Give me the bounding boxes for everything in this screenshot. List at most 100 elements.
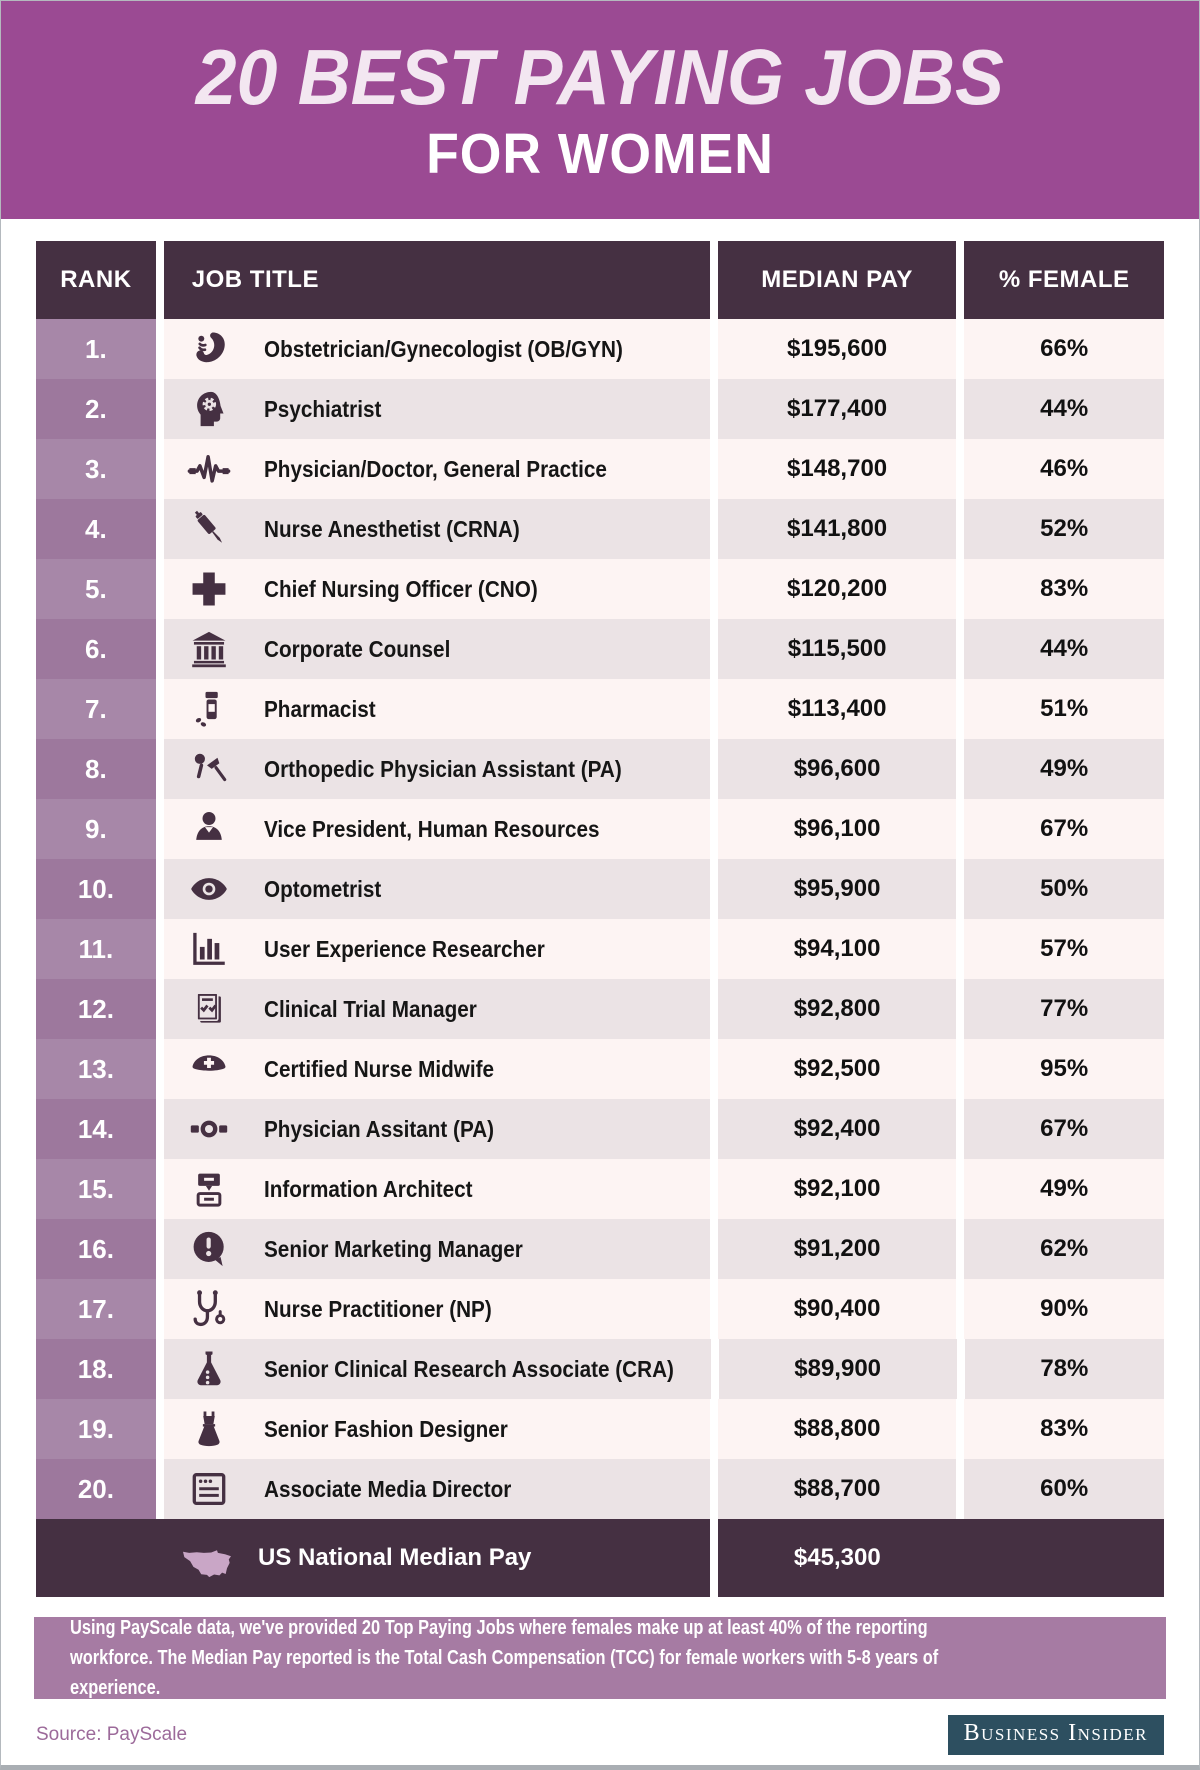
median-pay-cell: $120,200	[717, 559, 957, 619]
median-pay-header-label: MEDIAN PAY	[761, 266, 913, 293]
percent-female-value: 66%	[1040, 335, 1089, 362]
median-pay-column-header: MEDIAN PAY	[717, 241, 957, 319]
percent-female-cell: 67%	[964, 1099, 1164, 1159]
median-pay-cell: $91,200	[717, 1219, 957, 1279]
rank-cell: 13.	[36, 1039, 156, 1099]
job-title-column-header: JOB TITLE	[163, 241, 710, 319]
business-insider-logo: Business Insider	[947, 1715, 1164, 1755]
rank-cell: 10.	[36, 859, 156, 919]
rank-cell: 6.	[36, 619, 156, 679]
table-row: 4. Nurse Anesthetist (CRNA) $141,800 52%	[36, 499, 1164, 559]
rank-label: 17.	[77, 1293, 114, 1324]
rank-cell: 5.	[36, 559, 156, 619]
median-pay-cell: $95,900	[717, 859, 957, 919]
percent-female-value: 62%	[1040, 1235, 1089, 1262]
rank-label: 2.	[85, 393, 107, 424]
footer-bar: Source: PayScale Business Insider	[36, 1715, 1164, 1755]
rank-cell: 4.	[36, 499, 156, 559]
rank-cell: 16.	[36, 1219, 156, 1279]
table-row: 10. Optometrist $95,900 50%	[36, 859, 1164, 919]
rank-label: 20.	[77, 1473, 114, 1504]
job-cell: Certified Nurse Midwife	[163, 1039, 710, 1099]
rank-label: 6.	[85, 633, 107, 664]
methodology-note: Using PayScale data, we've provided 20 T…	[34, 1617, 1166, 1699]
rank-cell: 11.	[36, 919, 156, 979]
rank-label: 14.	[77, 1113, 114, 1144]
percent-female-value: 52%	[1040, 515, 1089, 542]
percent-female-cell: 46%	[964, 439, 1164, 499]
rank-cell: 9.	[36, 799, 156, 859]
job-title-header-label: JOB TITLE	[191, 266, 319, 293]
pa-belt-icon	[186, 1106, 232, 1152]
table-row: 13. Certified Nurse Midwife $92,500 95%	[36, 1039, 1164, 1099]
job-title: Optometrist	[263, 875, 382, 902]
median-pay-value: $92,800	[793, 995, 881, 1022]
percent-female-cell: 90%	[964, 1279, 1164, 1339]
percent-female-cell: 50%	[964, 859, 1164, 919]
median-pay-value: $148,700	[787, 455, 888, 482]
percent-female-cell: 83%	[964, 559, 1164, 619]
job-cell: Pharmacist	[163, 679, 710, 739]
syringe-icon	[186, 506, 232, 552]
table-row: 14. Physician Assitant (PA) $92,400 67%	[36, 1099, 1164, 1159]
median-pay-cell: $92,100	[717, 1159, 957, 1219]
percent-female-value: 67%	[1040, 815, 1089, 842]
rank-cell: 8.	[36, 739, 156, 799]
percent-female-cell: 77%	[964, 979, 1164, 1039]
percent-female-cell: 57%	[964, 919, 1164, 979]
job-title: Clinical Trial Manager	[263, 995, 477, 1022]
ekg-icon	[186, 446, 232, 492]
job-cell: Nurse Practitioner (NP)	[163, 1279, 710, 1339]
job-cell: Clinical Trial Manager	[163, 979, 710, 1039]
rank-cell: 19.	[36, 1399, 156, 1459]
head-gear-icon	[186, 386, 232, 432]
median-pay-cell: $88,700	[717, 1459, 957, 1519]
job-cell: Physician Assitant (PA)	[163, 1099, 710, 1159]
page-subtitle: FOR WOMEN	[426, 121, 774, 186]
median-pay-cell: $88,800	[717, 1399, 957, 1459]
clipboard-check-icon	[186, 986, 232, 1032]
rank-label: 19.	[77, 1413, 114, 1444]
job-title: Vice President, Human Resources	[263, 815, 600, 842]
job-title: Physician Assitant (PA)	[263, 1115, 494, 1142]
national-median-label-cell: US National Median Pay	[36, 1519, 710, 1597]
rank-cell: 15.	[36, 1159, 156, 1219]
table-row: 2. Psychiatrist $177,400 44%	[36, 379, 1164, 439]
us-map-icon	[183, 1535, 231, 1581]
median-pay-value: $177,400	[787, 395, 888, 422]
median-pay-value: $94,100	[793, 935, 881, 962]
job-cell: Senior Clinical Research Associate (CRA)	[163, 1339, 711, 1399]
median-pay-value: $113,400	[787, 695, 887, 722]
percent-female-value: 78%	[1040, 1355, 1089, 1382]
median-pay-value: $88,800	[793, 1415, 881, 1442]
percent-female-value: 60%	[1040, 1475, 1089, 1502]
median-pay-value: $96,600	[793, 755, 881, 782]
job-title: Certified Nurse Midwife	[263, 1055, 494, 1082]
marketing-bubble-icon	[186, 1226, 232, 1272]
job-cell: Physician/Doctor, General Practice	[163, 439, 710, 499]
national-median-pay-value: $45,300	[793, 1544, 881, 1571]
table-row: 18. Senior Clinical Research Associate (…	[36, 1339, 1164, 1399]
job-cell: User Experience Researcher	[163, 919, 710, 979]
median-pay-value: $88,700	[793, 1475, 881, 1502]
info-architect-icon	[186, 1166, 232, 1212]
job-cell: Associate Media Director	[163, 1459, 710, 1519]
rank-label: 4.	[85, 513, 107, 544]
percent-female-value: 83%	[1040, 575, 1089, 602]
percent-female-cell: 44%	[964, 619, 1164, 679]
percent-female-value: 51%	[1040, 695, 1089, 722]
bank-icon	[186, 626, 232, 672]
percent-female-cell: 60%	[964, 1459, 1164, 1519]
rank-cell: 20.	[36, 1459, 156, 1519]
median-pay-value: $96,100	[793, 815, 881, 842]
rank-cell: 14.	[36, 1099, 156, 1159]
rank-label: 13.	[77, 1053, 114, 1084]
median-pay-value: $120,200	[787, 575, 888, 602]
job-title: Physician/Doctor, General Practice	[263, 455, 607, 482]
median-pay-value: $90,400	[793, 1295, 881, 1322]
table-row: 6. Corporate Counsel $115,500 44%	[36, 619, 1164, 679]
table-row: 17. Nurse Practitioner (NP) $90,400 90%	[36, 1279, 1164, 1339]
percent-female-cell: 49%	[964, 739, 1164, 799]
table-body: 1. Obstetrician/Gynecologist (OB/GYN) $1…	[36, 319, 1164, 1519]
percent-female-cell: 52%	[964, 499, 1164, 559]
